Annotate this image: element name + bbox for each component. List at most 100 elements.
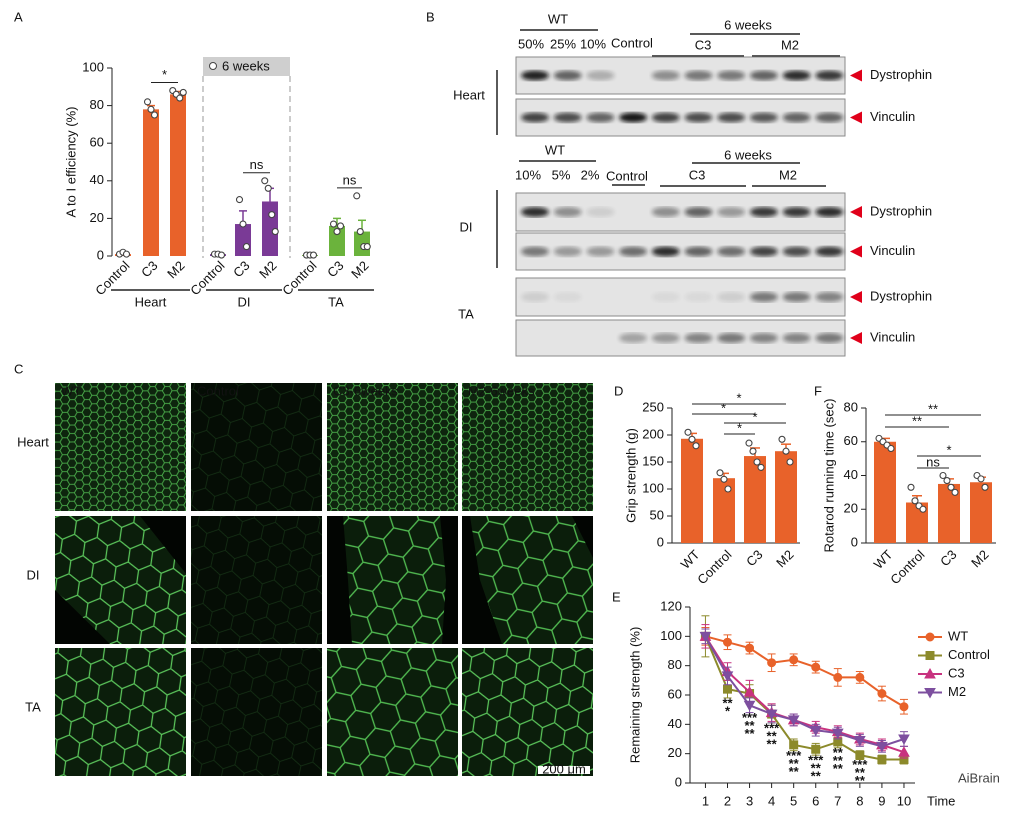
data-point [911,497,919,505]
data-point [977,475,985,483]
panel-label: E [612,589,621,604]
arrow-marker [850,291,862,303]
data-point [745,439,753,447]
x-tick-label: 7 [834,793,841,808]
row-label: DI [27,567,40,582]
significance-label: ** [855,765,866,780]
panel-label: D [614,383,623,398]
panel-label: C [14,361,23,376]
y-tick-label: 60 [90,135,104,150]
blot-band [717,246,746,257]
data-point [150,111,159,119]
blot-band [815,112,844,123]
arrow-marker [850,245,862,258]
comparison-label: * [721,400,726,415]
data-point [887,444,895,453]
bar [143,109,159,256]
group-label: DI [238,294,251,309]
significance-label: *** [808,753,824,768]
significance-label: ** [789,756,800,771]
blot-band [586,70,615,81]
legend-marker [209,62,217,70]
micrograph [327,648,458,776]
data-point [239,220,247,228]
band-label: Vinculin [870,109,915,124]
y-tick-label: 20 [668,745,682,760]
blot-band [521,292,549,302]
blot-band [684,246,713,257]
blot-band [521,112,549,123]
lane-group-label: WT [545,142,565,157]
data-point [951,488,959,496]
blot-band [782,112,811,123]
blot-band [749,207,778,217]
bar [170,94,186,256]
lane-label: Control [606,168,648,183]
column-label: WT [61,383,81,398]
micrograph [462,648,593,776]
blot-band [586,207,615,217]
bar [681,438,703,543]
tissue-label: DI [460,219,473,234]
blot-band [782,292,811,302]
blot-band [651,112,680,123]
data-point [831,728,844,740]
watermark: AiBrain [958,770,1000,785]
blot-band [815,292,844,302]
blot-band [815,207,844,217]
bar [329,225,345,256]
significance-label: ** [833,761,844,776]
y-tick-label: 20 [844,501,858,516]
legend-label: M2 [948,684,966,699]
significance-label: ** [767,728,778,743]
blot-band [749,292,778,302]
significance-label: ** [789,764,800,779]
x-tick-label: 10 [897,793,911,808]
blot-band [717,292,746,302]
blot-band [619,246,648,257]
data-point [899,702,909,712]
data-point [724,485,732,493]
data-point [329,220,338,228]
micrograph [191,383,322,511]
significance-label: *** [742,710,758,725]
data-point [876,741,888,753]
lane-group-label: C3 [695,37,712,52]
data-point [356,228,364,236]
comparison-label: * [946,442,951,457]
panel-label: F [814,383,822,398]
arrow-marker [850,206,862,218]
blot-band [619,112,648,123]
data-point [898,746,910,757]
band-label: Dystrophin [870,67,932,82]
y-tick-label: 60 [844,433,858,448]
blot-band [619,333,648,343]
bar [235,224,251,256]
legend-marker [924,667,936,679]
blot-band [553,246,582,257]
significance-label: ** [744,726,755,741]
blot-band [749,112,778,123]
data-point [720,475,728,483]
blot-band [651,333,680,343]
panel-label: B [426,9,435,24]
blot-band [749,333,778,343]
y-tick-label: 40 [844,467,858,482]
bar [775,451,797,543]
data-point [787,715,800,726]
blot-band [684,112,713,123]
data-point [782,447,790,455]
data-point [721,671,734,682]
blot-band [651,292,680,302]
data-point [855,750,865,760]
scale-bar [538,766,590,774]
data-point [789,655,799,665]
data-point [753,458,761,466]
row-label: Heart [17,434,49,449]
data-point [242,243,251,251]
legend-label: WT [948,628,968,643]
data-point [743,686,756,697]
data-point [179,88,187,96]
lane-group-label: 6 weeks [724,17,772,32]
